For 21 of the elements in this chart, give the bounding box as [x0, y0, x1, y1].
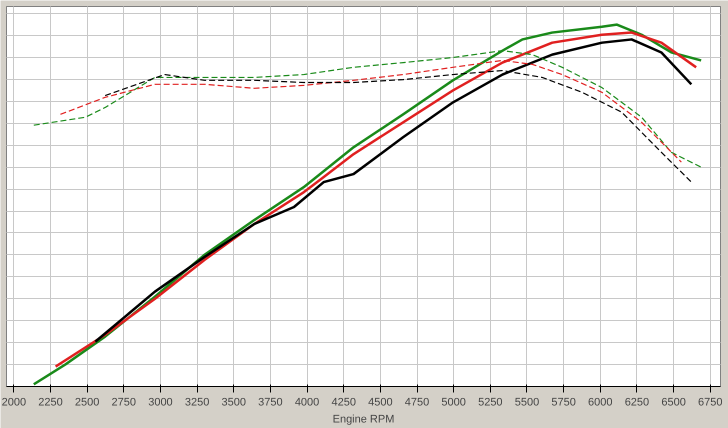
x-tick-label: 6000 — [588, 396, 613, 408]
x-tick-label: 3500 — [222, 396, 246, 408]
x-tick-label: 2500 — [74, 396, 100, 408]
x-tick-label: 2250 — [38, 396, 63, 408]
x-tick-label: 4500 — [368, 396, 393, 408]
x-tick-label: 3750 — [258, 396, 283, 408]
x-tick-label: 6750 — [698, 396, 722, 408]
x-tick-label: 4250 — [331, 396, 356, 408]
x-tick-label: 4750 — [404, 396, 430, 408]
x-tick-label: 2000 — [2, 396, 26, 408]
x-tick-label: 4000 — [294, 396, 320, 408]
x-tick-label: 6500 — [661, 396, 686, 408]
x-tick-label: 5000 — [441, 396, 466, 408]
x-axis-title: Engine RPM — [332, 414, 394, 426]
x-tick-label: 5500 — [514, 396, 540, 408]
x-tick-label: 5750 — [551, 396, 576, 408]
x-tick-label: 3250 — [184, 396, 210, 408]
x-tick-label: 3000 — [148, 396, 173, 408]
x-tick-label: 5250 — [478, 396, 503, 408]
x-tick-label: 2750 — [112, 396, 136, 408]
x-tick-label: 6250 — [624, 396, 650, 408]
